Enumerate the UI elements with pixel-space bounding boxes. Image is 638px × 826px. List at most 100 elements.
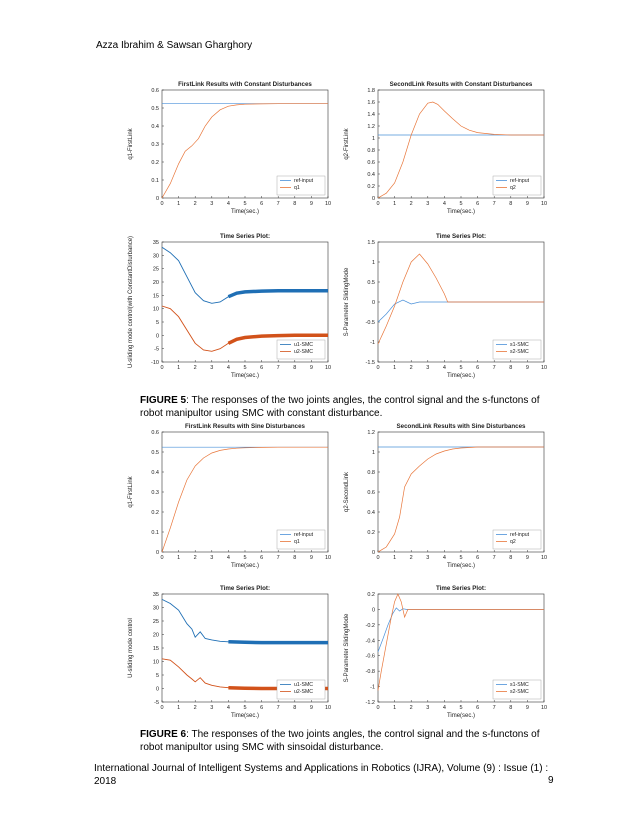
y-tick-label: 10 [153, 660, 159, 666]
y-tick-label: 30 [153, 606, 159, 612]
y-tick-label: 1.8 [367, 88, 375, 94]
y-tick-label: 0.2 [367, 184, 375, 190]
x-tick-label: 4 [443, 555, 446, 561]
x-tick-label: 6 [476, 555, 479, 561]
y-tick-label: 0.3 [151, 490, 159, 496]
x-tick-label: 10 [325, 201, 331, 207]
x-tick-label: 1 [177, 555, 180, 561]
chart-f5c: Time Series Plot: 0 1 2 3 4 5 6 7 8 9 10 -10 -5 0 5 10 15… [128, 233, 331, 379]
y-tick-label: -0.8 [366, 669, 375, 675]
x-tick-label: 9 [310, 555, 313, 561]
y-tick-label: 1.2 [367, 124, 375, 130]
y-axis-label: U-sliding mode control [128, 618, 134, 678]
y-tick-label: 0 [372, 300, 375, 306]
y-tick-label: 0 [372, 607, 375, 613]
legend-label: ref-input [510, 532, 530, 538]
x-tick-label: 3 [426, 705, 429, 711]
y-tick-label: 0 [372, 550, 375, 556]
x-tick-label: 3 [426, 201, 429, 207]
x-tick-label: 6 [260, 365, 263, 371]
x-tick-label: 1 [177, 705, 180, 711]
x-tick-label: 10 [541, 705, 547, 711]
x-tick-label: 6 [260, 705, 263, 711]
y-axis-label: S-Parameter SlidingMode [344, 267, 350, 336]
figure6-label: FIGURE 6 [140, 729, 187, 740]
x-tick-label: 0 [160, 705, 163, 711]
x-axis-label: Time(sec.) [447, 713, 475, 719]
y-tick-label: 0.1 [151, 530, 159, 536]
y-tick-label: 0 [156, 550, 159, 556]
x-tick-label: 5 [459, 201, 462, 207]
x-tick-label: 2 [194, 365, 197, 371]
y-tick-label: 0 [156, 333, 159, 339]
x-tick-label: 10 [541, 555, 547, 561]
x-axis-label: Time(sec.) [231, 209, 259, 215]
legend-label: ref-input [294, 532, 314, 538]
running-header: Azza Ibrahim & Sawsan Gharghory [96, 40, 253, 51]
x-tick-label: 8 [509, 555, 512, 561]
x-axis-label: Time(sec.) [447, 209, 475, 215]
series-line-q1 [161, 446, 328, 553]
x-tick-label: 0 [376, 705, 379, 711]
x-tick-label: 1 [393, 705, 396, 711]
y-tick-label: 5 [156, 673, 159, 679]
chart-f5a: FirstLink Results with Constant Disturba… [128, 81, 331, 215]
x-tick-label: 8 [293, 555, 296, 561]
y-tick-label: 0.4 [151, 470, 159, 476]
chart-title: Time Series Plot: [436, 233, 486, 240]
x-axis-label: Time(sec.) [447, 563, 475, 569]
y-tick-label: 5 [156, 320, 159, 326]
y-axis-label: q1-FirstLink [128, 127, 134, 159]
y-tick-label: 1.2 [367, 430, 375, 436]
journal-footer: International Journal of Intelligent Sys… [94, 763, 549, 787]
x-tick-label: 0 [160, 201, 163, 207]
x-tick-label: 1 [393, 201, 396, 207]
x-tick-label: 7 [277, 365, 280, 371]
y-axis-label: U-sliding mode control(with ConstantDist… [128, 236, 134, 368]
series-line-q1 [161, 103, 328, 199]
x-tick-label: 8 [509, 705, 512, 711]
x-tick-label: 2 [194, 555, 197, 561]
y-tick-label: 0.4 [367, 172, 375, 178]
x-tick-label: 7 [493, 555, 496, 561]
x-axis-label: Time(sec.) [231, 563, 259, 569]
x-tick-label: 8 [509, 365, 512, 371]
x-tick-label: 5 [243, 555, 246, 561]
y-tick-label: 0.8 [367, 470, 375, 476]
y-tick-label: 0.2 [367, 592, 375, 598]
chart-title: Time Series Plot: [220, 233, 270, 240]
y-axis-label: S-Parameter SlidingMode [344, 613, 350, 682]
y-tick-label: 1.4 [367, 112, 375, 118]
x-tick-label: 6 [476, 365, 479, 371]
x-tick-label: 1 [177, 201, 180, 207]
y-axis-label: q2-FirstLink [344, 127, 350, 159]
y-tick-label: -0.2 [366, 623, 375, 629]
x-tick-label: 10 [541, 201, 547, 207]
y-tick-label: 1.6 [367, 100, 375, 106]
chart-f6d: Time Series Plot: 0 1 2 3 4 5 6 7 8 9 10 -1.2 -1 -0.8 -… [344, 585, 547, 719]
legend-label: q2 [510, 539, 516, 545]
y-tick-label: 0 [156, 687, 159, 693]
legend-label: s1-SMC [510, 342, 529, 348]
legend-label: q2 [510, 185, 516, 191]
series-band-u1-SMC [228, 640, 328, 645]
y-tick-label: -0.6 [366, 654, 375, 660]
x-tick-label: 4 [227, 201, 230, 207]
legend-label: u2-SMC [294, 349, 313, 355]
x-tick-label: 8 [293, 201, 296, 207]
chart-title: FirstLink Results with Constant Disturba… [178, 81, 312, 88]
x-tick-label: 7 [277, 201, 280, 207]
y-tick-label: 0.3 [151, 142, 159, 148]
y-tick-label: 0.5 [151, 450, 159, 456]
x-tick-label: 2 [410, 201, 413, 207]
chart-title: FirstLink Results with Sine Disturbances [185, 423, 306, 430]
x-tick-label: 10 [325, 555, 331, 561]
x-tick-label: 7 [493, 365, 496, 371]
y-tick-label: 0.1 [151, 178, 159, 184]
figure5-caption: FIGURE 5: The responses of the two joint… [140, 394, 560, 420]
x-tick-label: 7 [493, 201, 496, 207]
x-tick-label: 7 [277, 705, 280, 711]
y-axis-label: q2-SecondLink [344, 471, 350, 512]
x-tick-label: 5 [459, 365, 462, 371]
x-tick-label: 5 [243, 705, 246, 711]
